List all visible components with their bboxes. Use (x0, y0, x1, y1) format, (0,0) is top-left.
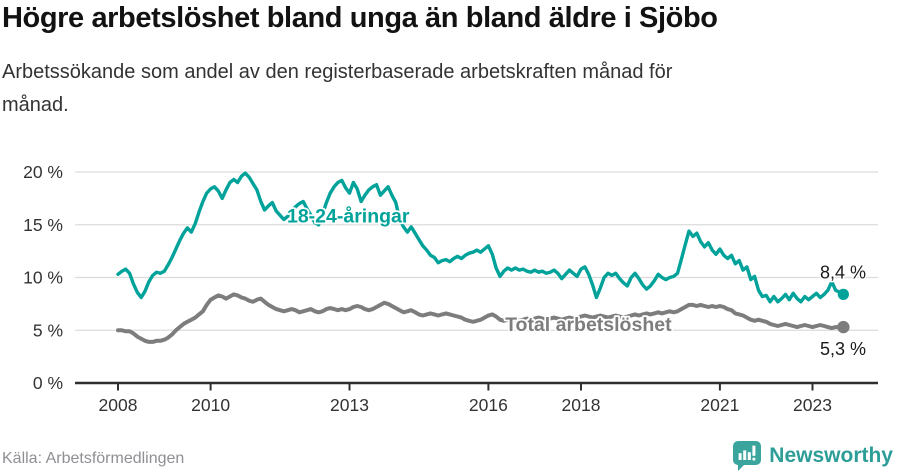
page-subtitle-line-2: månad. (2, 94, 69, 116)
end-value-label-young: 8,4 % (820, 262, 866, 282)
x-axis-label: 2013 (330, 395, 369, 415)
source-text: Källa: Arbetsförmedlingen (2, 450, 185, 467)
series-label-young: 18-24-åringar (287, 204, 410, 227)
page-subtitle: Arbetssökande som andel av den registerb… (2, 56, 862, 122)
series-label-total: Total arbetslöshet (505, 314, 672, 336)
x-axis-label: 2021 (700, 395, 739, 415)
y-axis-label: 0 % (33, 373, 63, 393)
x-axis-label: 2018 (562, 395, 601, 415)
x-axis-label: 2016 (469, 395, 508, 415)
newsworthy-logo-text: Newsworthy (769, 444, 893, 467)
y-axis-label: 15 % (23, 215, 63, 235)
y-axis-label: 10 % (23, 268, 63, 288)
end-value-label-total: 5,3 % (820, 339, 866, 359)
y-axis-label: 5 % (33, 320, 63, 340)
x-axis-label: 2010 (191, 395, 230, 415)
series-line-young (116, 171, 846, 304)
newsworthy-logo: Newsworthy (732, 440, 893, 472)
x-axis-label: 2008 (99, 395, 138, 415)
series-line-total (116, 292, 846, 344)
x-axis-label: 2023 (793, 395, 832, 415)
newsworthy-logo-icon (733, 441, 762, 471)
y-axis-label: 20 % (23, 162, 63, 182)
series-end-dot-total (837, 320, 850, 334)
page-title: Högre arbetslöshet bland unga än bland ä… (2, 2, 718, 34)
series-end-dot-young (837, 288, 849, 300)
page-subtitle-line-1: Arbetssökande som andel av den registerb… (2, 61, 673, 83)
